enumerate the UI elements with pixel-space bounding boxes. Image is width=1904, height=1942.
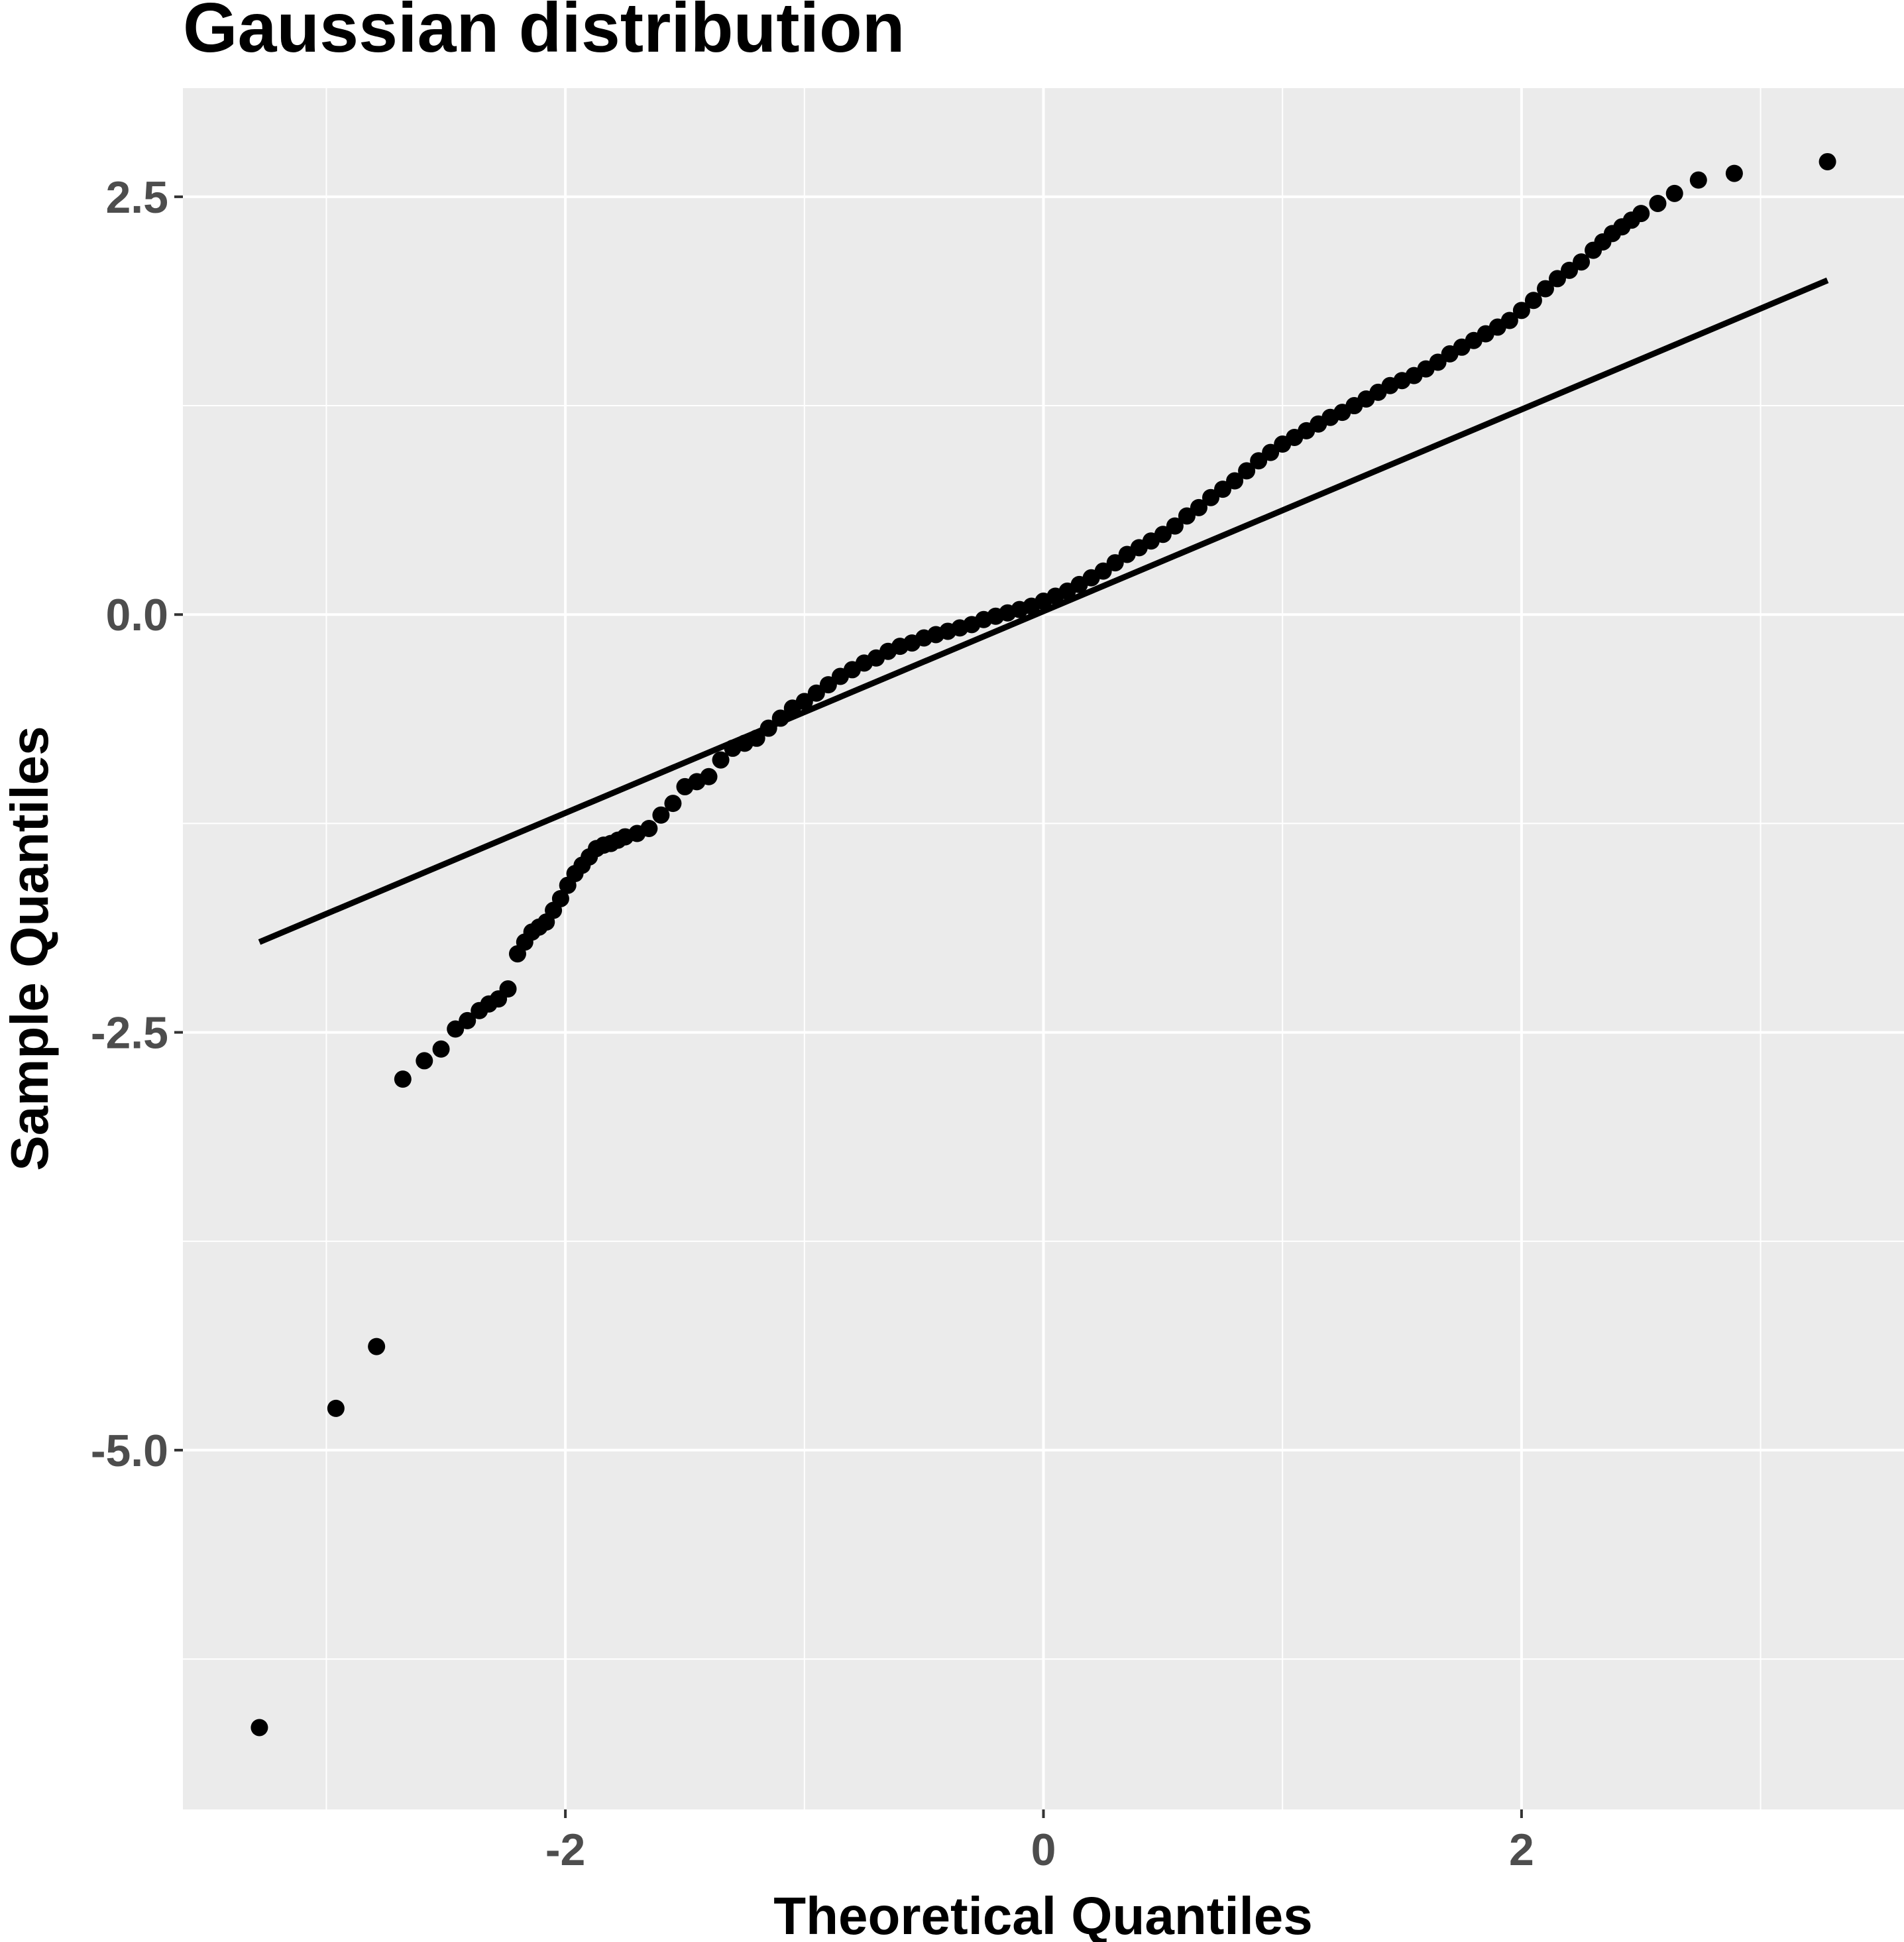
- data-point: [459, 1011, 476, 1029]
- data-point: [1500, 312, 1518, 329]
- data-point: [551, 889, 569, 907]
- data-point: [759, 719, 777, 737]
- data-point: [416, 1052, 433, 1070]
- data-point: [1178, 507, 1196, 525]
- data-point: [1512, 302, 1530, 319]
- data-point: [432, 1040, 450, 1058]
- data-point: [1250, 452, 1268, 470]
- data-point: [1106, 554, 1124, 572]
- data-point: [394, 1070, 412, 1088]
- data-point: [807, 684, 825, 702]
- y-axis: -5.0 -2.5 0.0 2.5: [91, 172, 183, 1476]
- data-point: [664, 795, 682, 813]
- data-point: [251, 1719, 268, 1737]
- data-point: [771, 709, 789, 727]
- data-point: [1238, 462, 1256, 480]
- data-point: [1429, 353, 1447, 371]
- data-point: [1649, 194, 1667, 212]
- data-point: [1536, 280, 1554, 298]
- data-point: [795, 693, 813, 711]
- data-point: [748, 729, 765, 747]
- data-point: [1632, 205, 1650, 223]
- data-point: [1561, 261, 1579, 279]
- data-point: [1262, 443, 1280, 461]
- reference-line-layer: [258, 277, 1829, 945]
- data-point: [1214, 481, 1232, 498]
- data-point: [1190, 498, 1207, 516]
- data-point: [1573, 253, 1591, 271]
- data-point: [1094, 562, 1112, 580]
- data-point: [1166, 517, 1184, 535]
- data-point: [640, 819, 658, 837]
- x-axis: -2 0 2: [545, 1809, 1534, 1875]
- data-point: [1689, 171, 1707, 189]
- y-axis-title: Sample Quantiles: [0, 726, 59, 1171]
- grid-lines: [183, 88, 1904, 1809]
- data-point: [327, 1399, 345, 1417]
- data-point: [1154, 526, 1172, 543]
- data-point: [819, 676, 837, 694]
- reference-line: [258, 277, 1829, 945]
- data-point: [447, 1020, 465, 1038]
- data-point: [368, 1338, 386, 1355]
- data-points: [251, 152, 1836, 1737]
- data-point: [499, 980, 517, 998]
- x-tick-label: 0: [1031, 1825, 1056, 1875]
- data-point: [1202, 488, 1219, 506]
- y-tick-label: 0.0: [105, 590, 168, 640]
- data-point: [652, 806, 670, 824]
- data-point: [1665, 184, 1683, 202]
- data-point: [700, 768, 718, 785]
- x-tick-label: 2: [1509, 1825, 1534, 1875]
- x-tick-label: -2: [545, 1825, 585, 1875]
- data-point: [1226, 472, 1244, 490]
- x-axis-title: Theoretical Quantiles: [773, 1886, 1313, 1942]
- chart-title: Gaussian distribution: [183, 0, 905, 67]
- y-tick-label: 2.5: [105, 172, 168, 223]
- data-point: [1819, 152, 1836, 170]
- data-point: [1548, 270, 1566, 288]
- data-point: [712, 751, 730, 769]
- y-tick-label: -2.5: [91, 1008, 168, 1058]
- data-point: [1524, 292, 1542, 310]
- data-point: [1725, 164, 1743, 182]
- y-tick-label: -5.0: [91, 1426, 168, 1476]
